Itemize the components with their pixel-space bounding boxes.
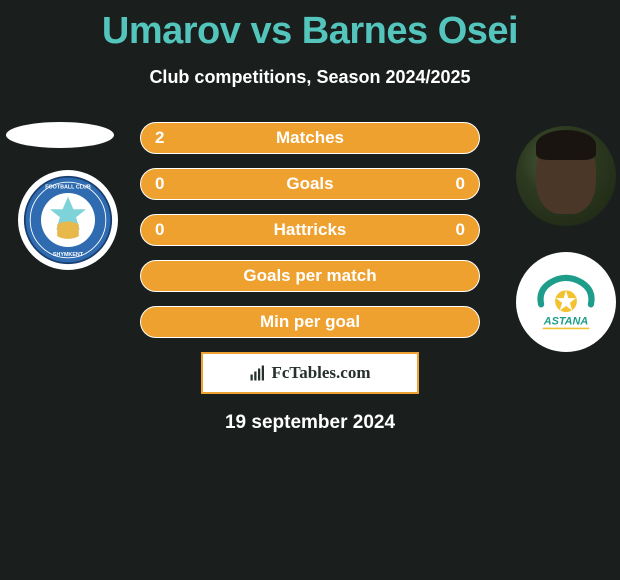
stat-right-value: 0: [456, 174, 465, 194]
stat-label: Hattricks: [274, 220, 347, 240]
player-left-avatar: [6, 122, 114, 148]
stat-left-value: 0: [155, 220, 164, 240]
stat-bar: Goals per match: [140, 260, 480, 292]
svg-text:SHYMKENT: SHYMKENT: [53, 252, 84, 258]
chart-bars-icon: [249, 364, 267, 382]
svg-text:FOOTBALL CLUB: FOOTBALL CLUB: [45, 185, 91, 191]
club-left-badge: FOOTBALL CLUB SHYMKENT: [18, 170, 118, 270]
comparison-content: FOOTBALL CLUB SHYMKENT ASTANA 2 Matches …: [0, 122, 620, 434]
stat-label: Goals per match: [243, 266, 376, 286]
stat-bar: 2 Matches: [140, 122, 480, 154]
stat-left-value: 0: [155, 174, 164, 194]
stat-label: Matches: [276, 128, 344, 148]
page-title: Umarov vs Barnes Osei: [0, 0, 620, 53]
svg-text:ASTANA: ASTANA: [543, 316, 589, 328]
stat-row: Goals per match: [140, 260, 480, 292]
stat-row: 0 Hattricks 0: [140, 214, 480, 246]
stat-left-value: 2: [155, 128, 164, 148]
date-text: 19 september 2024: [0, 412, 620, 434]
stat-bar: 0 Hattricks 0: [140, 214, 480, 246]
stat-bar: Min per goal: [140, 306, 480, 338]
stat-row: 2 Matches: [140, 122, 480, 154]
stat-label: Goals: [286, 174, 333, 194]
stat-right-value: 0: [456, 220, 465, 240]
stat-bars: 2 Matches 0 Goals 0 0 Hattricks 0 Goals …: [140, 122, 480, 338]
club-right-badge: ASTANA: [516, 252, 616, 352]
stat-row: 0 Goals 0: [140, 168, 480, 200]
player-right-avatar: [516, 126, 616, 226]
stat-label: Min per goal: [260, 312, 360, 332]
stat-bar: 0 Goals 0: [140, 168, 480, 200]
attribution-text: FcTables.com: [271, 363, 370, 383]
ordabasy-badge-icon: FOOTBALL CLUB SHYMKENT: [23, 175, 113, 265]
subtitle: Club competitions, Season 2024/2025: [0, 67, 620, 88]
attribution-box: FcTables.com: [201, 352, 419, 394]
astana-badge-icon: ASTANA: [527, 267, 605, 337]
stat-row: Min per goal: [140, 306, 480, 338]
